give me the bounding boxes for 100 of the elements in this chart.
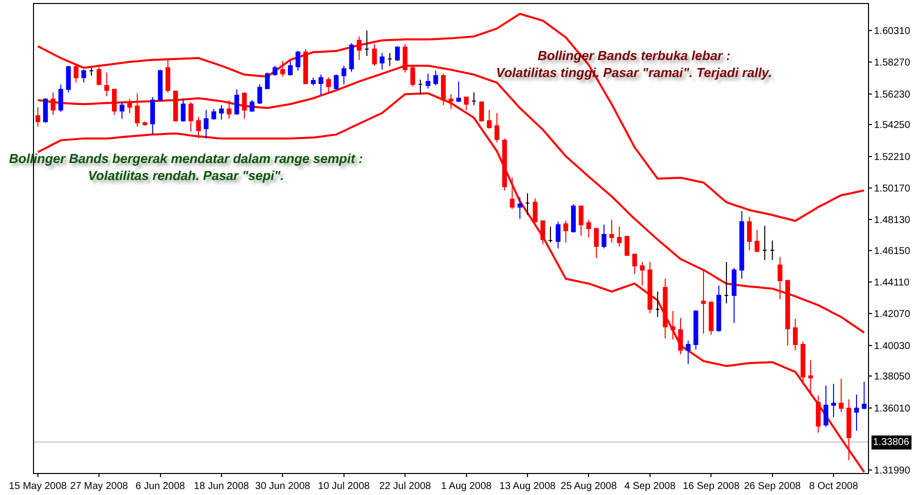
candlestick xyxy=(433,70,438,86)
candlestick xyxy=(142,121,148,126)
candlestick xyxy=(66,65,71,93)
candlestick xyxy=(104,72,110,97)
candlestick xyxy=(486,110,492,130)
candlestick xyxy=(380,52,385,70)
x-tick-label: 15 May 2008 xyxy=(8,481,68,492)
candlestick xyxy=(792,318,798,351)
candlestick xyxy=(762,225,768,260)
candlestick xyxy=(280,60,286,78)
candlestick xyxy=(349,42,354,72)
candlestick xyxy=(150,96,155,136)
candlestick xyxy=(747,216,752,251)
y-tick-label: 1.54250 xyxy=(874,120,911,132)
candlestick xyxy=(670,310,676,340)
candlestick xyxy=(540,220,546,245)
candlestick xyxy=(548,226,553,243)
candlestick xyxy=(356,36,362,60)
candlestick xyxy=(334,74,339,90)
candlestick xyxy=(724,262,729,304)
candlestick xyxy=(173,90,178,122)
candlestick xyxy=(716,285,722,332)
candlestick xyxy=(563,220,568,243)
candlestick xyxy=(808,360,813,395)
candlestick xyxy=(655,291,660,318)
candlestick xyxy=(296,50,300,72)
candlestick xyxy=(326,77,331,93)
candlestick xyxy=(624,235,630,257)
candlestick xyxy=(754,229,760,253)
candlestick xyxy=(778,256,782,300)
candlestick xyxy=(180,98,186,122)
candlestick xyxy=(74,64,78,84)
candlestick xyxy=(43,98,48,124)
candlestick xyxy=(257,84,262,105)
candlestick xyxy=(188,102,194,132)
candlestick xyxy=(708,300,714,336)
candlestick xyxy=(158,69,163,102)
candlestick xyxy=(395,46,400,62)
candlestick xyxy=(89,67,94,76)
candlestick xyxy=(120,102,124,120)
candlestick xyxy=(364,30,370,57)
candlestick xyxy=(50,92,56,116)
candlestick xyxy=(479,100,484,122)
candlestick xyxy=(204,110,209,139)
x-tick-label: 25 Aug 2008 xyxy=(560,481,618,492)
candlestick xyxy=(272,65,278,76)
candlestick xyxy=(578,204,584,236)
x-tick-label: 18 Jun 2008 xyxy=(194,481,250,492)
candlestick xyxy=(686,340,691,365)
candlestick xyxy=(862,381,867,410)
candlestick xyxy=(196,116,201,139)
candlestick xyxy=(303,48,308,85)
y-tick-label: 1.56230 xyxy=(874,89,911,100)
y-tick-label: 1.36010 xyxy=(874,403,911,414)
candlestick xyxy=(134,92,140,128)
x-tick-label: 22 Jul 2008 xyxy=(379,481,432,492)
candlestick xyxy=(586,219,592,238)
candlestick xyxy=(96,64,102,86)
candlestick xyxy=(418,79,423,95)
candlestick xyxy=(456,80,462,103)
candlestick xyxy=(58,84,64,112)
candlestick xyxy=(219,104,224,120)
y-tick-label: 1.44110 xyxy=(874,278,910,289)
candlestick xyxy=(81,69,86,84)
candlestick xyxy=(846,398,852,461)
candlestick xyxy=(35,106,40,128)
candlestick xyxy=(226,100,232,120)
y-tick-label: 1.60310 xyxy=(874,26,911,38)
y-tick-label: 1.58270 xyxy=(874,58,911,69)
candlestick xyxy=(472,92,476,106)
x-tick-label: 8 Oct 2008 xyxy=(809,481,858,492)
candlestick xyxy=(816,395,821,434)
candlestick xyxy=(532,198,538,224)
y-tick-label: 1.46150 xyxy=(874,246,911,257)
candlestick xyxy=(602,224,606,249)
x-tick-label: 4 Sep 2008 xyxy=(624,481,676,492)
candlestick xyxy=(678,317,683,355)
candlestick xyxy=(288,60,293,76)
candlestick xyxy=(372,44,377,66)
x-tick-label: 30 Jun 2008 xyxy=(255,481,311,492)
candlestick xyxy=(662,278,668,340)
x-tick-label: 16 Sep 2008 xyxy=(682,481,740,492)
y-tick-label: 1.31990 xyxy=(874,466,911,477)
candlestick xyxy=(112,88,117,116)
candlestick xyxy=(838,378,844,413)
y-tick-label: 1.42070 xyxy=(874,309,911,320)
candlestick xyxy=(387,52,392,66)
candlestick xyxy=(609,219,614,243)
candlestick xyxy=(824,385,828,428)
candlestick xyxy=(318,74,324,96)
candlestick xyxy=(494,112,500,143)
ref-line-label: 1.33806 xyxy=(873,437,910,448)
candlestick xyxy=(310,77,316,86)
y-tick-label: 1.40030 xyxy=(874,340,911,352)
candlestick xyxy=(648,262,652,314)
candlestick xyxy=(632,254,638,274)
x-tick-label: 1 Aug 2008 xyxy=(440,481,492,492)
candlestick xyxy=(732,267,736,324)
candlestick xyxy=(426,73,430,89)
candlestick xyxy=(242,92,247,120)
